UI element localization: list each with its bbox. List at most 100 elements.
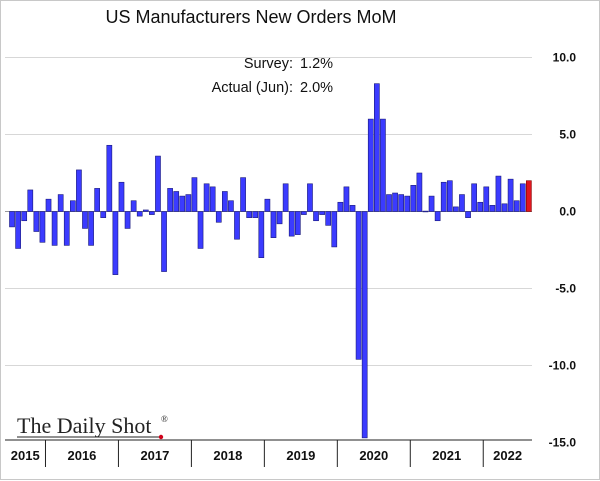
bar	[440, 181, 447, 212]
y-tick-label: 5.0	[559, 128, 576, 142]
annotation-survey-label: Survey:	[244, 56, 293, 72]
bar	[222, 191, 228, 212]
bar	[118, 181, 125, 212]
x-year-label: 2016	[67, 448, 96, 463]
bar	[94, 188, 101, 212]
bar	[45, 198, 52, 212]
bar	[142, 209, 149, 212]
y-tick-label: -5.0	[555, 282, 576, 296]
annotation-survey-value: 1.2%	[300, 56, 333, 72]
annotation-actual-label: Actual (Jun):	[212, 80, 293, 96]
bar	[88, 211, 94, 246]
annotation-actual-value: 2.0%	[300, 80, 333, 96]
bar	[282, 183, 289, 212]
bar	[489, 205, 496, 212]
bar	[416, 172, 423, 212]
bar	[179, 195, 186, 212]
bar	[446, 180, 453, 212]
bar	[191, 177, 198, 212]
bar	[270, 211, 277, 238]
bar	[21, 211, 28, 222]
bar	[112, 211, 119, 275]
y-axis: 10.0 5.0 0.0 -5.0 -10.0 -15.0	[549, 51, 577, 450]
x-axis: 2015 2016 2017 2018 2019 2020 2021 2022	[5, 439, 532, 467]
bar	[459, 194, 465, 212]
bar-latest	[525, 180, 532, 212]
bar	[240, 177, 246, 212]
bar	[477, 201, 484, 212]
bar	[453, 206, 459, 212]
bar	[428, 195, 435, 212]
bar	[349, 205, 356, 212]
bar	[495, 175, 502, 212]
bar	[386, 194, 392, 212]
bar	[471, 183, 477, 212]
bar	[434, 211, 441, 222]
bar	[294, 211, 301, 235]
x-year-label: 2018	[213, 448, 242, 463]
bar	[124, 211, 131, 229]
bar	[100, 211, 107, 218]
bar	[325, 211, 332, 226]
bar	[343, 186, 350, 212]
bar	[513, 200, 520, 212]
bar	[361, 211, 368, 439]
watermark-red-dot	[158, 434, 164, 440]
bar	[197, 211, 204, 249]
bar	[313, 211, 319, 222]
bar	[167, 188, 173, 212]
bar	[39, 211, 46, 243]
bar	[215, 211, 222, 223]
bar	[367, 118, 374, 212]
y-tick-label: -10.0	[549, 359, 577, 373]
bar	[57, 194, 64, 212]
bar	[51, 211, 58, 246]
bar	[264, 198, 271, 212]
bar	[27, 189, 34, 212]
x-year-label: 2022	[493, 448, 522, 463]
bar	[33, 211, 40, 232]
bar	[483, 186, 490, 212]
bar	[507, 178, 514, 212]
bar	[404, 195, 411, 212]
bar	[519, 183, 526, 212]
bar	[392, 192, 398, 212]
bar	[252, 211, 259, 218]
bar	[155, 155, 161, 212]
bar	[410, 185, 417, 212]
bar	[185, 194, 192, 212]
bar	[228, 200, 234, 212]
bar	[331, 211, 338, 248]
x-year-label: 2021	[432, 448, 461, 463]
bar	[465, 211, 471, 218]
bar	[15, 211, 21, 249]
bar	[373, 83, 380, 212]
bar	[149, 211, 155, 215]
bar	[173, 191, 180, 212]
bar	[337, 201, 344, 212]
watermark-registered-symbol: ®	[161, 414, 168, 424]
bar	[234, 211, 240, 240]
bar	[76, 169, 82, 212]
bar	[82, 211, 88, 229]
bar	[501, 203, 508, 212]
bar	[130, 200, 137, 212]
bar	[398, 194, 404, 212]
bar	[161, 211, 167, 272]
watermark-text: The Daily Shot	[17, 413, 151, 438]
x-year-label: 2020	[359, 448, 388, 463]
bar	[301, 211, 307, 215]
x-year-label: 2015	[11, 448, 40, 463]
bar	[246, 211, 252, 218]
y-tick-label: 10.0	[553, 51, 577, 65]
bar	[355, 211, 362, 360]
bar	[209, 186, 216, 212]
bars-group	[9, 83, 532, 439]
watermark-logo: The Daily Shot ®	[17, 413, 168, 440]
x-year-label: 2017	[140, 448, 169, 463]
y-tick-label: -15.0	[549, 436, 577, 450]
chart-title: US Manufacturers New Orders MoM	[105, 7, 396, 27]
bar	[9, 211, 15, 228]
